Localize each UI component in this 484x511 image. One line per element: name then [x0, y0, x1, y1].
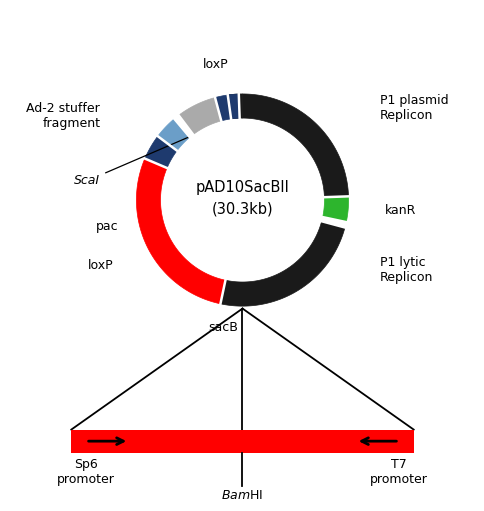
Polygon shape: [322, 196, 348, 222]
Polygon shape: [157, 119, 189, 151]
Text: kanR: kanR: [384, 203, 415, 217]
Text: T7
promoter: T7 promoter: [369, 457, 427, 485]
Bar: [71, 430, 413, 453]
Polygon shape: [178, 98, 221, 134]
Text: $\mathit{Bam}$HI: $\mathit{Bam}$HI: [221, 489, 263, 502]
Text: P1 lytic
Replicon: P1 lytic Replicon: [379, 256, 432, 284]
Polygon shape: [242, 94, 348, 197]
Text: ScaI: ScaI: [74, 137, 189, 187]
Text: sacB: sacB: [208, 320, 238, 334]
Text: (30.3kb): (30.3kb): [211, 201, 273, 216]
Polygon shape: [227, 94, 242, 119]
Text: Sp6
promoter: Sp6 promoter: [57, 457, 115, 485]
Text: pAD10SacBII: pAD10SacBII: [195, 180, 289, 196]
Text: pac: pac: [95, 220, 118, 233]
Text: Ad-2 stuffer
fragment: Ad-2 stuffer fragment: [27, 102, 100, 130]
Polygon shape: [136, 158, 225, 304]
Polygon shape: [214, 94, 239, 121]
Polygon shape: [145, 136, 177, 168]
Text: loxP: loxP: [203, 58, 228, 71]
Text: P1 plasmid
Replicon: P1 plasmid Replicon: [379, 95, 448, 123]
Text: loxP: loxP: [88, 259, 114, 272]
Polygon shape: [220, 221, 344, 306]
